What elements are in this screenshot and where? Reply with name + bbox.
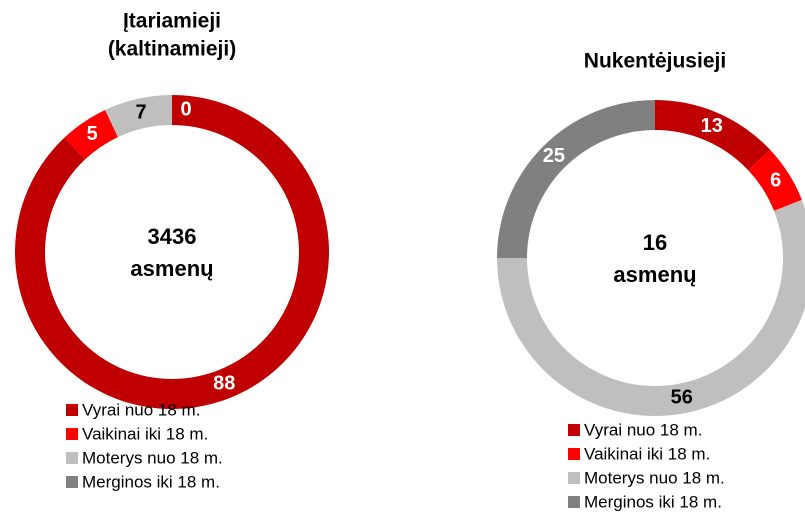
data-label: 25	[543, 145, 565, 167]
legend-label: Vyrai nuo 18 m.	[584, 420, 702, 439]
legend-swatch	[66, 476, 78, 488]
donut-segment	[748, 149, 802, 211]
donut-segment	[64, 109, 118, 160]
legend-label: Vaikinai iki 18 m.	[82, 424, 208, 443]
legend-label: Merginos iki 18 m.	[82, 472, 220, 491]
legend-swatch	[568, 448, 580, 460]
chart-title: (kaltinamieji)	[108, 38, 236, 61]
legend-swatch	[568, 496, 580, 508]
data-label: 6	[770, 170, 781, 192]
donut-segment	[497, 100, 655, 258]
legend-label: Merginos iki 18 m.	[584, 492, 722, 511]
center-text: 3436	[148, 224, 197, 249]
data-label: 88	[213, 372, 235, 394]
center-text: 16	[643, 230, 667, 255]
legend-swatch	[568, 472, 580, 484]
center-text: asmenų	[613, 262, 696, 287]
legend-swatch	[66, 452, 78, 464]
donut-segment	[497, 199, 805, 416]
legend-label: Moterys nuo 18 m.	[82, 448, 223, 467]
legend-swatch	[568, 424, 580, 436]
data-label: 0	[180, 98, 191, 120]
legend-label: Vyrai nuo 18 m.	[82, 400, 200, 419]
data-label: 5	[87, 123, 98, 145]
chart-title: Nukentėjusieji	[584, 50, 726, 73]
data-label: 56	[671, 387, 693, 409]
donut-segment	[105, 95, 172, 138]
legend-swatch	[66, 428, 78, 440]
data-label: 7	[135, 102, 146, 124]
donut-segment	[14, 95, 330, 409]
center-text: asmenų	[130, 256, 213, 281]
donut-segment	[655, 100, 771, 171]
data-label: 13	[701, 115, 723, 137]
chart-title: Įtariamieji	[123, 10, 221, 33]
legend-swatch	[66, 404, 78, 416]
legend-label: Vaikinai iki 18 m.	[584, 444, 710, 463]
legend-label: Moterys nuo 18 m.	[584, 468, 725, 487]
